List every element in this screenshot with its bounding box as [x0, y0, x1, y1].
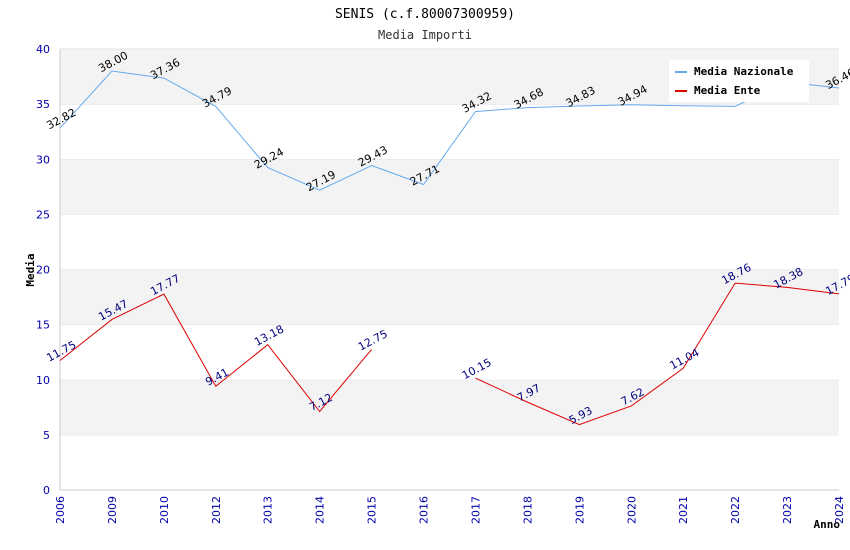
y-tick-label: 15	[36, 319, 50, 332]
series-line-ente	[475, 282, 840, 426]
y-tick-label: 30	[36, 153, 50, 166]
chart-subtitle: Media Importi	[378, 28, 472, 42]
x-tick-label: 2009	[106, 496, 119, 524]
axes	[59, 49, 839, 491]
legend-label-nazionale: Media Nazionale	[694, 65, 794, 78]
chart-title: SENIS (c.f.80007300959)	[335, 7, 515, 22]
x-tick-label: 2016	[418, 496, 431, 524]
x-tick-label: 2023	[781, 496, 794, 524]
x-tick-label: 2015	[366, 496, 379, 524]
y-tick-label: 0	[43, 484, 50, 497]
series-line-ente	[59, 293, 372, 413]
x-tick-label: 2010	[158, 496, 171, 524]
x-tick-label: 2021	[677, 496, 690, 524]
grid-band	[60, 379, 839, 435]
y-tick-label: 35	[36, 98, 50, 111]
x-tick-label: 2013	[262, 496, 275, 524]
y-axis-label: Media	[24, 253, 37, 286]
grid-band	[60, 214, 839, 270]
grid-band	[60, 269, 839, 325]
y-tick-labels: 0 5 10 15 20 25 30 35 40	[36, 43, 50, 497]
x-tick-label: 2014	[314, 496, 327, 524]
x-tick-label: 2018	[521, 496, 534, 524]
x-axis-label: Anno	[814, 518, 841, 531]
series-lines	[59, 70, 840, 426]
x-tick-label: 2019	[573, 496, 586, 524]
x-tick-labels: 2006 2009 2010 2012 2013 2014 2015 2016 2017 2018…	[54, 496, 846, 524]
y-tick-label: 40	[36, 43, 50, 56]
grid-band	[60, 324, 839, 380]
legend-label-ente: Media Ente	[694, 84, 761, 97]
series-line-nazionale	[59, 70, 840, 191]
y-tick-label: 5	[43, 429, 50, 442]
grid-band	[60, 159, 839, 215]
x-tick-label: 2006	[54, 496, 67, 524]
y-tick-label: 10	[36, 374, 50, 387]
grid-band	[60, 104, 839, 160]
y-tick-label: 20	[36, 264, 50, 277]
x-tick-label: 2017	[469, 496, 482, 524]
x-tick-label: 2012	[210, 496, 223, 524]
x-tick-label: 2024	[833, 496, 846, 524]
y-tick-label: 25	[36, 208, 50, 221]
x-tick-label: 2020	[625, 496, 638, 524]
x-tick-label: 2022	[729, 496, 742, 524]
legend-box	[669, 60, 809, 102]
grid-bands	[60, 48, 839, 490]
legend: Media Nazionale Media Ente	[669, 60, 809, 102]
grid-band	[60, 434, 839, 490]
